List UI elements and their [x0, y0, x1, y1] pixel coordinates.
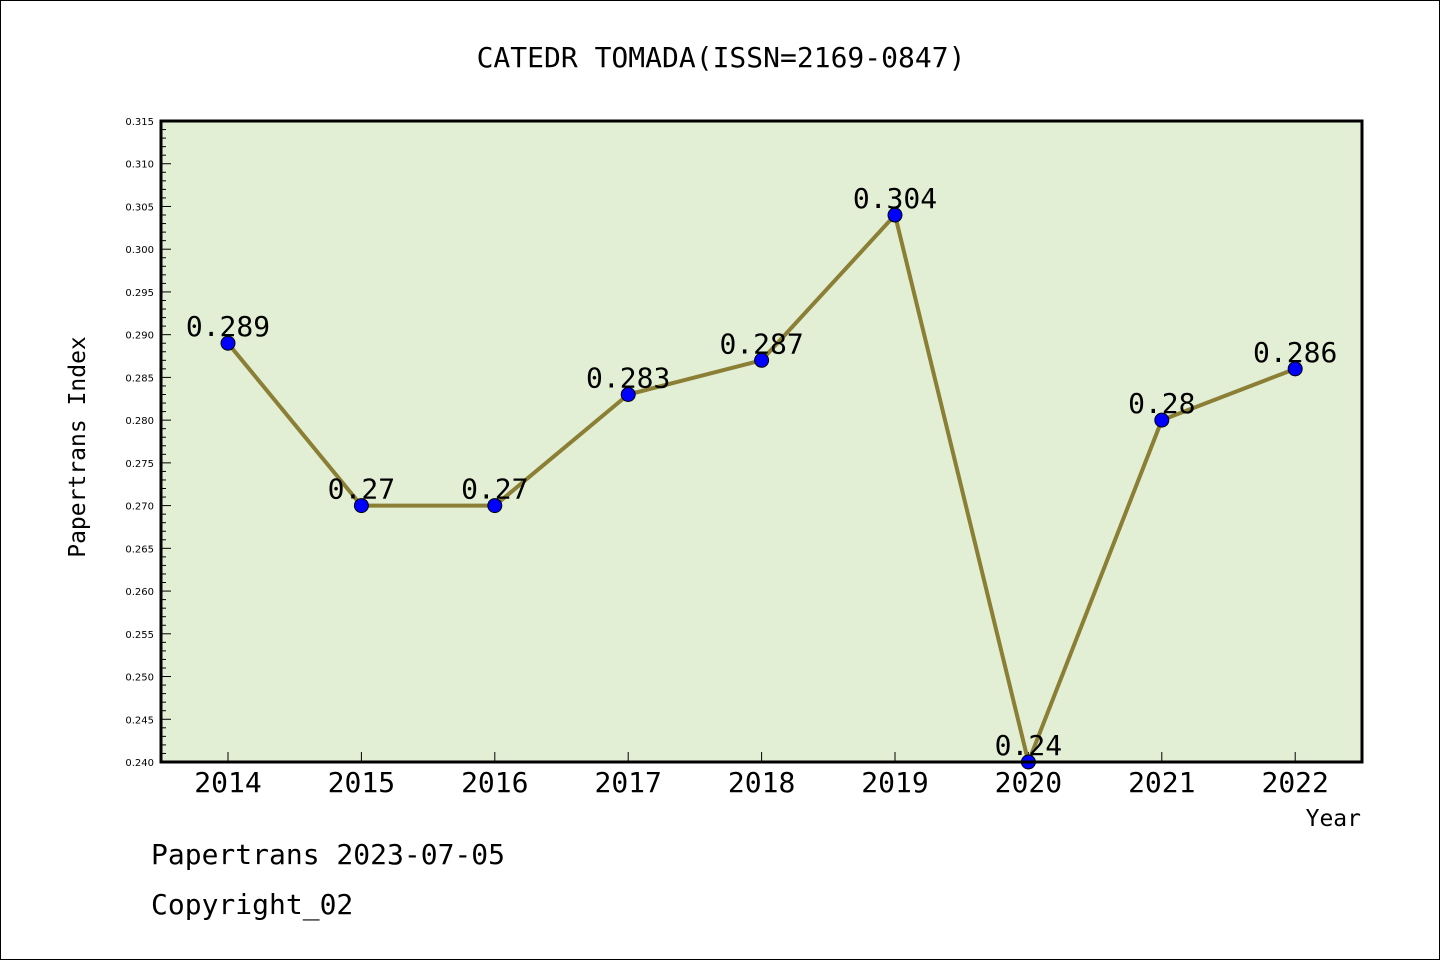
data-point: [1287, 361, 1303, 377]
data-label: 0.286: [1253, 336, 1337, 369]
y-tick-label: 0.290: [125, 331, 154, 342]
y-tick-label: 0.265: [125, 544, 154, 555]
x-tick-label: 2022: [1261, 766, 1328, 799]
chart-title: CATEDR TOMADA(ISSN=2169-0847): [477, 41, 966, 74]
data-label: 0.287: [719, 327, 803, 360]
y-tick-label: 0.250: [125, 673, 154, 684]
x-axis: 2014 2015 2016 2017 2018 2019 2020 2021 2022: [194, 752, 1329, 799]
x-tick-label: 2021: [1128, 766, 1195, 799]
x-tick-label: 2020: [995, 766, 1062, 799]
y-tick-label: 0.260: [125, 587, 154, 598]
x-axis-label: Year: [1306, 806, 1361, 832]
footer-copyright: Copyright_02: [151, 888, 353, 922]
data-point: [887, 207, 903, 223]
y-tick-label: 0.315: [125, 117, 154, 128]
plot-border: [159, 119, 1364, 764]
data-points: [220, 207, 1303, 770]
data-label: 0.289: [186, 310, 270, 343]
x-tick-label: 2017: [594, 766, 661, 799]
x-tick-label: 2014: [194, 766, 261, 799]
data-point: [487, 498, 503, 514]
data-label: 0.27: [461, 473, 528, 506]
x-tick-label: 2015: [328, 766, 395, 799]
y-tick-label: 0.295: [125, 288, 154, 299]
y-tick-label: 0.275: [125, 459, 154, 470]
y-tick-label: 0.310: [125, 160, 154, 171]
data-point: [1154, 412, 1170, 428]
data-point: [220, 335, 236, 351]
x-tick-label: 2016: [461, 766, 528, 799]
y-tick-label: 0.285: [125, 373, 154, 384]
y-tick-label: 0.305: [125, 202, 154, 213]
data-label: 0.27: [328, 473, 395, 506]
x-tick-label: 2018: [728, 766, 795, 799]
data-point: [754, 352, 770, 368]
y-axis-label: Papertrans Index: [65, 336, 91, 558]
x-tick-label: 2019: [861, 766, 928, 799]
footer-date: Papertrans 2023-07-05: [151, 838, 505, 871]
plot-area: [161, 121, 1362, 762]
data-label: 0.28: [1128, 387, 1195, 420]
data-label: 0.283: [586, 361, 670, 394]
data-label: 0.304: [853, 182, 937, 215]
data-label: 0.24: [995, 729, 1062, 762]
y-tick-label: 0.270: [125, 502, 154, 513]
y-tick-label: 0.255: [125, 630, 154, 641]
data-labels: 0.289 0.27 0.27 0.283 0.287 0.304 0.24 0.28 0.28…: [186, 182, 1337, 762]
y-tick-label: 0.245: [125, 715, 154, 726]
y-tick-label: 0.240: [125, 758, 154, 769]
y-tick-label: 0.280: [125, 416, 154, 427]
data-point: [353, 498, 369, 514]
y-tick-label: 0.300: [125, 245, 154, 256]
data-point: [620, 386, 636, 402]
